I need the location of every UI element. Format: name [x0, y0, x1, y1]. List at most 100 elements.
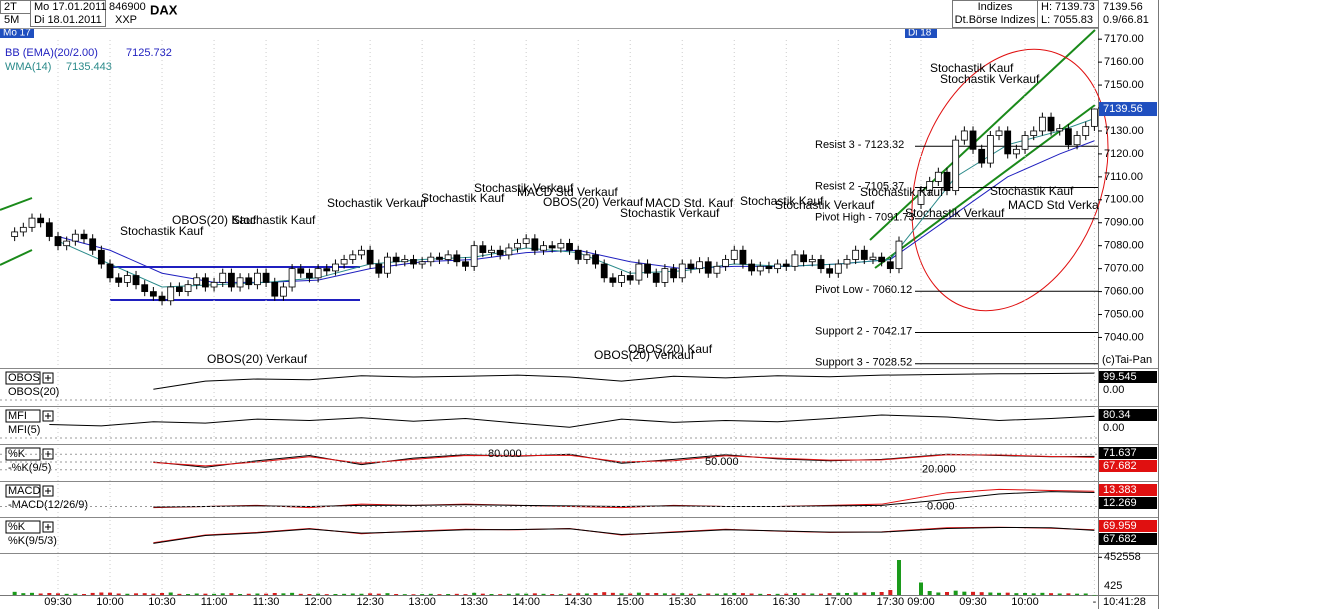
volume-bar [1066, 593, 1071, 595]
volume-bar [56, 593, 60, 595]
candle-body [271, 281, 279, 297]
candle-body [808, 259, 816, 263]
annotation: Stochastik Kauf [232, 213, 316, 227]
volume-bar [264, 593, 269, 595]
candle-body [28, 217, 36, 228]
x-tick-label: 09:30 [959, 596, 987, 608]
volume-bar [671, 593, 676, 595]
indicator-value: 80.34 [1103, 409, 1131, 421]
volume-bar [810, 593, 815, 595]
volume-bar [896, 560, 901, 595]
volume-bar [515, 593, 520, 595]
candle-body [1038, 116, 1046, 132]
volume-bar [602, 592, 607, 595]
legend-value: 7135.443 [66, 61, 112, 73]
candle-body [878, 256, 886, 263]
candle-body [288, 268, 296, 288]
clock: 10:41:28 [1103, 596, 1146, 608]
header-exchange: XXP [115, 14, 137, 26]
x-tick-label: 16:00 [720, 596, 748, 608]
x-tick-label: - [1093, 596, 1097, 608]
candle-body [54, 236, 62, 247]
volume-bar [1040, 592, 1045, 595]
volume-bar [394, 594, 399, 595]
indicator-value: 71.637 [1103, 447, 1137, 459]
volume-bar [784, 593, 789, 595]
volume-bar [160, 593, 165, 595]
indicator-level-label: 0.00 [1103, 422, 1124, 434]
volume-bar [827, 593, 832, 595]
candle-body [158, 295, 166, 302]
indicator-level-label: 0.000 [927, 500, 955, 512]
volume-bar [38, 593, 43, 595]
header-date: Mo 17.01.2011 [34, 1, 107, 13]
indicator-value: 67.682 [1103, 460, 1137, 472]
highlight-ellipse [911, 48, 1109, 312]
candle-body [401, 259, 409, 263]
volume-bar [836, 592, 841, 595]
indicator-line [153, 526, 1095, 544]
candle-body [201, 277, 209, 288]
candle-body [45, 222, 53, 237]
volume-bar [1005, 592, 1010, 595]
annotation: Stochastik Kauf [740, 194, 824, 208]
volume-bar [971, 591, 976, 595]
volume-bar [645, 593, 650, 595]
candle-body [886, 261, 894, 270]
day-marker [905, 28, 937, 38]
info-market: Dt.Börse Indizes [955, 14, 1036, 26]
candle-body [609, 277, 617, 283]
volume-bar [888, 590, 893, 595]
annotation: Stochastik Verkauf [474, 181, 574, 195]
candle-body [600, 263, 608, 279]
indicator-line [153, 526, 1095, 544]
volume-bar [732, 593, 737, 595]
indicator-value: 13.383 [1103, 484, 1137, 496]
candle-body [384, 256, 391, 274]
y-tick-label: 7160.00 [1104, 56, 1144, 68]
candle-body [332, 263, 339, 272]
candle-body [635, 263, 643, 281]
volume-bar [47, 593, 52, 595]
volume-bar [281, 593, 286, 595]
volume-bar [428, 593, 433, 595]
candle-body [626, 275, 634, 281]
panel-name: %K [8, 521, 26, 533]
candle-body [986, 135, 994, 164]
indicator-value-box [1099, 533, 1157, 545]
volume-bar [229, 593, 234, 595]
indicator-line [153, 372, 1095, 390]
candle-body [1082, 125, 1090, 136]
annotation: Stochastik Verkauf [327, 196, 427, 210]
level-label: Pivot High - 7091.73 [815, 212, 915, 224]
volume-bar [472, 592, 477, 595]
volume-bar [662, 593, 667, 595]
candle-body [1056, 128, 1064, 132]
volume-bar [680, 593, 685, 595]
annotation: Stochastik Verkauf [940, 72, 1040, 86]
candle-body [210, 281, 218, 288]
volume-bar [272, 593, 277, 595]
trend-line [0, 249, 33, 266]
volume-bar [402, 594, 407, 595]
volume-bar [1075, 593, 1080, 595]
volume-bar [541, 593, 546, 595]
legend-name: BB (EMA)(20/2.00) [5, 47, 98, 59]
volume-bar [792, 593, 797, 595]
candle-body [934, 171, 942, 182]
candle-body [791, 254, 799, 267]
indicator-line [153, 453, 1095, 468]
candle-body [826, 268, 834, 274]
candle-body [141, 284, 149, 292]
candle-body [1004, 130, 1012, 155]
x-tick-label: 12:00 [304, 596, 332, 608]
volume-bar [558, 594, 563, 595]
x-tick-label: 10:00 [1011, 596, 1039, 608]
candle-body [670, 268, 677, 279]
volume-bar [524, 593, 529, 595]
volume-bar [749, 593, 754, 595]
volume-bar [853, 592, 858, 595]
volume-bar [532, 593, 537, 595]
panel-toggle-plus [45, 524, 51, 530]
candle-body [618, 275, 625, 283]
